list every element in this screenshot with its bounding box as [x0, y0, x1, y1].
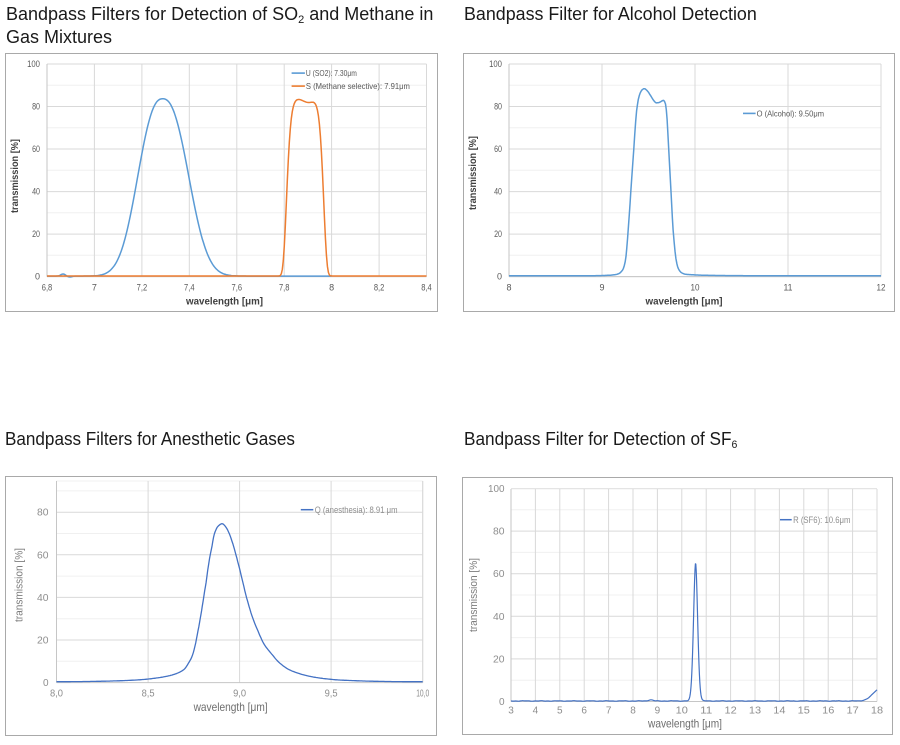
svg-text:6,8: 6,8 [42, 283, 53, 293]
svg-text:8: 8 [506, 283, 511, 293]
svg-text:13: 13 [749, 706, 762, 717]
svg-text:U (SO2): 7.30μm: U (SO2): 7.30μm [306, 68, 357, 78]
svg-text:40: 40 [32, 187, 40, 197]
svg-text:60: 60 [32, 144, 40, 154]
svg-text:18: 18 [871, 706, 884, 717]
svg-text:9: 9 [599, 283, 604, 293]
svg-text:11: 11 [784, 283, 793, 293]
svg-text:100: 100 [488, 484, 505, 495]
svg-text:8: 8 [630, 706, 636, 717]
svg-text:8,0: 8,0 [50, 689, 63, 700]
svg-text:80: 80 [493, 527, 505, 538]
svg-text:100: 100 [489, 59, 502, 69]
svg-text:40: 40 [494, 187, 502, 197]
svg-text:4: 4 [533, 706, 539, 717]
svg-text:7: 7 [92, 283, 97, 293]
svg-text:8: 8 [329, 283, 334, 293]
svg-text:20: 20 [32, 229, 40, 239]
svg-text:transmission [%]: transmission [%] [10, 139, 21, 213]
svg-text:10: 10 [691, 283, 700, 293]
svg-text:7,2: 7,2 [137, 283, 148, 293]
svg-text:S (Methane selective): 7.91μm: S (Methane selective): 7.91μm [306, 81, 410, 91]
svg-text:7,8: 7,8 [279, 283, 290, 293]
svg-text:80: 80 [494, 102, 502, 112]
svg-text:20: 20 [494, 229, 502, 239]
svg-text:transmission [%]: transmission [%] [468, 136, 479, 210]
svg-text:8,5: 8,5 [142, 689, 155, 700]
svg-text:15: 15 [798, 706, 811, 717]
svg-text:16: 16 [822, 706, 835, 717]
svg-text:R (SF6): 10.6μm: R (SF6): 10.6μm [793, 515, 850, 526]
svg-text:60: 60 [494, 144, 502, 154]
svg-text:14: 14 [773, 706, 786, 717]
svg-text:O (Alcohol): 9.50μm: O (Alcohol): 9.50μm [757, 108, 824, 118]
svg-text:17: 17 [847, 706, 860, 717]
svg-text:3: 3 [508, 706, 514, 717]
svg-text:12: 12 [725, 706, 738, 717]
svg-text:20: 20 [493, 654, 505, 665]
svg-text:20: 20 [37, 636, 49, 647]
svg-text:Q (anesthesia): 8.91 μm: Q (anesthesia): 8.91 μm [315, 505, 398, 516]
svg-text:40: 40 [493, 612, 505, 623]
svg-text:10: 10 [676, 706, 689, 717]
svg-text:12: 12 [877, 283, 886, 293]
svg-text:wavelength [μm]: wavelength [μm] [193, 700, 268, 714]
svg-text:9,5: 9,5 [325, 689, 338, 700]
svg-text:0: 0 [497, 272, 502, 282]
svg-text:7,4: 7,4 [184, 283, 195, 293]
svg-text:40: 40 [37, 593, 49, 604]
svg-text:6: 6 [581, 706, 587, 717]
svg-text:transmission [%]: transmission [%] [14, 548, 26, 622]
svg-text:100: 100 [27, 59, 40, 69]
svg-text:0: 0 [43, 678, 49, 689]
svg-text:7: 7 [606, 706, 612, 717]
svg-text:80: 80 [32, 102, 40, 112]
svg-text:0: 0 [35, 272, 40, 282]
svg-text:8,2: 8,2 [374, 283, 385, 293]
svg-text:0: 0 [499, 697, 505, 708]
svg-text:9,0: 9,0 [233, 689, 246, 700]
svg-text:8,4: 8,4 [421, 283, 432, 293]
svg-text:wavelength [μm]: wavelength [μm] [645, 296, 723, 307]
svg-text:5: 5 [557, 706, 563, 717]
svg-text:7,6: 7,6 [232, 283, 243, 293]
svg-text:transmission [%]: transmission [%] [468, 558, 480, 632]
svg-text:wavelength [μm]: wavelength [μm] [185, 296, 263, 307]
svg-text:9: 9 [655, 706, 661, 717]
svg-text:80: 80 [37, 508, 49, 519]
svg-text:10,0: 10,0 [416, 689, 429, 700]
svg-text:60: 60 [493, 569, 505, 580]
svg-text:60: 60 [37, 550, 49, 561]
svg-text:wavelength [μm]: wavelength [μm] [647, 716, 722, 730]
svg-text:11: 11 [700, 706, 713, 717]
